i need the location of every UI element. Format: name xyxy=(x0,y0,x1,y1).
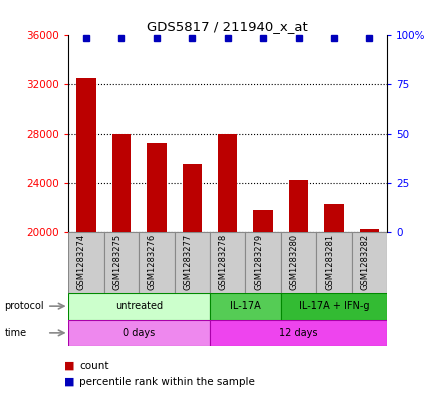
Text: GSM1283277: GSM1283277 xyxy=(183,233,192,290)
Bar xyxy=(139,232,175,293)
Text: GSM1283276: GSM1283276 xyxy=(148,233,157,290)
Bar xyxy=(324,204,344,232)
Text: protocol: protocol xyxy=(4,301,44,311)
Text: GSM1283274: GSM1283274 xyxy=(77,233,86,290)
Bar xyxy=(68,293,210,320)
Text: GSM1283280: GSM1283280 xyxy=(290,233,299,290)
Bar xyxy=(210,293,281,320)
Bar xyxy=(104,232,139,293)
Bar xyxy=(210,320,387,346)
Text: IL-17A + IFN-g: IL-17A + IFN-g xyxy=(299,301,369,311)
Bar xyxy=(281,293,387,320)
Bar xyxy=(175,232,210,293)
Bar xyxy=(352,232,387,293)
Bar xyxy=(183,164,202,232)
Bar xyxy=(68,232,104,293)
Bar xyxy=(253,210,273,232)
Text: GSM1283278: GSM1283278 xyxy=(219,233,228,290)
Bar xyxy=(147,143,167,232)
Text: percentile rank within the sample: percentile rank within the sample xyxy=(79,376,255,387)
Text: GSM1283282: GSM1283282 xyxy=(360,233,370,290)
Bar xyxy=(289,180,308,232)
Bar xyxy=(218,134,238,232)
Bar xyxy=(246,232,281,293)
Bar xyxy=(316,232,352,293)
Text: ■: ■ xyxy=(64,376,74,387)
Bar xyxy=(210,232,246,293)
Text: GSM1283275: GSM1283275 xyxy=(112,233,121,290)
Bar xyxy=(76,78,95,232)
Text: GSM1283281: GSM1283281 xyxy=(325,233,334,290)
Text: 0 days: 0 days xyxy=(123,328,155,338)
Bar xyxy=(281,232,316,293)
Text: 12 days: 12 days xyxy=(279,328,318,338)
Text: IL-17A: IL-17A xyxy=(230,301,261,311)
Bar xyxy=(112,134,131,232)
Text: time: time xyxy=(4,328,26,338)
Text: GSM1283279: GSM1283279 xyxy=(254,233,263,290)
Title: GDS5817 / 211940_x_at: GDS5817 / 211940_x_at xyxy=(147,20,308,33)
Bar xyxy=(360,230,379,232)
Text: untreated: untreated xyxy=(115,301,163,311)
Text: ■: ■ xyxy=(64,361,74,371)
Text: count: count xyxy=(79,361,109,371)
Bar xyxy=(68,320,210,346)
